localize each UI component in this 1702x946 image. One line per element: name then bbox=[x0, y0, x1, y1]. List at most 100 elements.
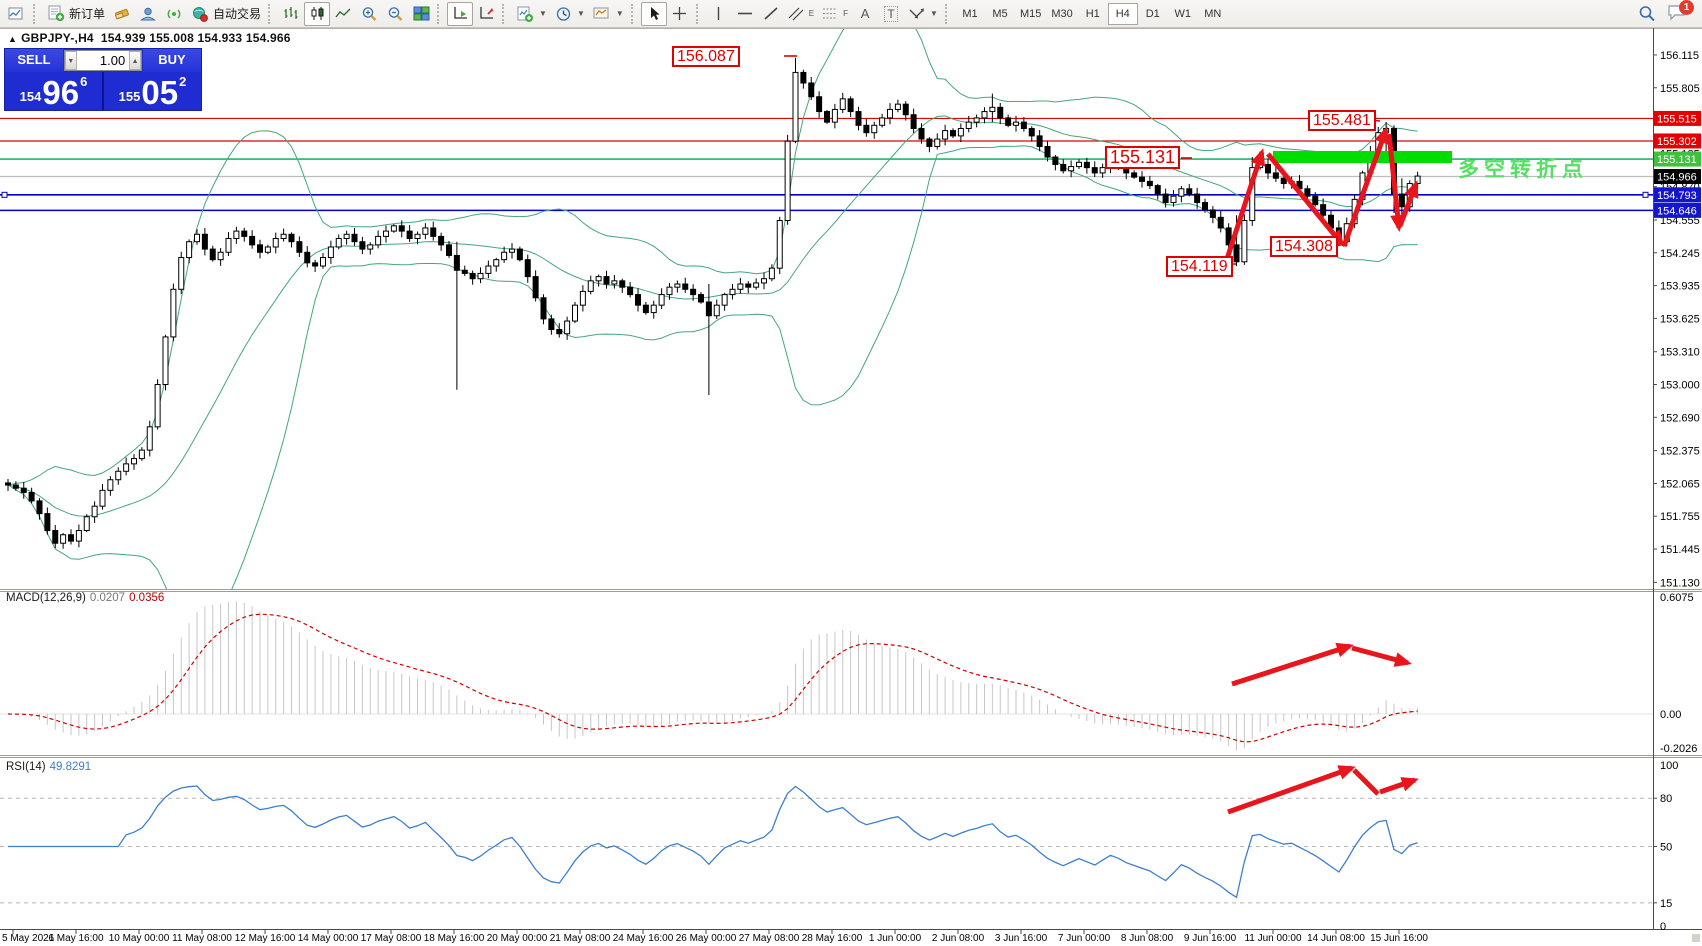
bar-chart-button[interactable] bbox=[278, 2, 304, 26]
toolbar-separator bbox=[268, 3, 275, 24]
text-button[interactable]: A bbox=[852, 2, 878, 26]
price-annotation[interactable]: 155.131 bbox=[1105, 146, 1181, 169]
symbol-period: GBPJPY-,H4 bbox=[21, 31, 94, 45]
svg-text:14 May 00:00: 14 May 00:00 bbox=[298, 933, 359, 944]
templates-button[interactable]: ▼ bbox=[589, 2, 628, 26]
trend-arrow bbox=[1397, 180, 1419, 227]
timeframe-d1[interactable]: D1 bbox=[1138, 3, 1168, 25]
price-annotation[interactable]: 154.308 bbox=[1270, 236, 1338, 257]
collapse-panel-toggle[interactable]: ▲ bbox=[8, 34, 18, 44]
volume-decrease-button[interactable]: ▼ bbox=[65, 51, 77, 70]
shapes-button[interactable]: ▼ bbox=[904, 2, 942, 26]
zoom-in-icon bbox=[362, 6, 376, 21]
indicators-button[interactable]: ▼ bbox=[512, 2, 551, 26]
svg-text:11 Jun 00:00: 11 Jun 00:00 bbox=[1244, 933, 1302, 944]
bid-point: 6 bbox=[80, 74, 88, 89]
line-chart-button[interactable] bbox=[330, 2, 356, 26]
svg-text:2 Jun 08:00: 2 Jun 08:00 bbox=[932, 933, 985, 944]
rsi-value: 49.8291 bbox=[49, 761, 92, 773]
vline-button[interactable] bbox=[706, 2, 732, 26]
macd-value-2: 0.0356 bbox=[129, 592, 165, 604]
auto-scroll-button[interactable] bbox=[447, 1, 474, 26]
shapes-icon bbox=[909, 8, 925, 19]
svg-text:0.6075: 0.6075 bbox=[1660, 592, 1694, 604]
candle-chart-icon bbox=[311, 7, 324, 20]
crosshair-icon bbox=[673, 7, 687, 20]
svg-text:14 Jun 08:00: 14 Jun 08:00 bbox=[1307, 933, 1365, 944]
search-button[interactable] bbox=[1634, 2, 1660, 26]
autotrade-button[interactable]: 自动交易 bbox=[187, 2, 265, 26]
clock-icon bbox=[556, 6, 571, 21]
svg-text:155.515: 155.515 bbox=[1657, 113, 1697, 125]
svg-text:152.375: 152.375 bbox=[1660, 446, 1700, 458]
timeframe-h4[interactable]: H4 bbox=[1107, 2, 1138, 25]
cursor-button[interactable] bbox=[640, 1, 667, 26]
ask-integer: 155 bbox=[118, 89, 141, 104]
dropdown-arrow-icon: ▼ bbox=[539, 9, 547, 18]
rsi-label: RSI(14) 49.8291 bbox=[6, 761, 91, 773]
volume-increase-button[interactable]: ▲ bbox=[129, 51, 141, 70]
trend-arrow bbox=[1352, 768, 1380, 796]
profile-button[interactable] bbox=[135, 2, 161, 26]
svg-text:152.065: 152.065 bbox=[1660, 478, 1700, 490]
bar-chart-icon bbox=[284, 7, 298, 19]
chat-button[interactable]: 1 bbox=[1666, 0, 1694, 26]
zoom-in-button[interactable] bbox=[356, 2, 382, 26]
svg-text:153.000: 153.000 bbox=[1660, 380, 1700, 392]
svg-text:20 May 00:00: 20 May 00:00 bbox=[487, 933, 548, 944]
dropdown-arrow-icon: ▼ bbox=[615, 9, 624, 18]
svg-text:1 Jun 00:00: 1 Jun 00:00 bbox=[869, 933, 922, 944]
chart-shift-icon bbox=[479, 7, 494, 19]
crosshair-button[interactable] bbox=[667, 2, 693, 26]
sell-button[interactable]: SELL bbox=[5, 49, 63, 72]
channel-button[interactable]: E bbox=[784, 2, 818, 26]
timeframe-w1[interactable]: W1 bbox=[1168, 3, 1198, 25]
bid-price[interactable]: 154 96 6 bbox=[5, 72, 104, 110]
hline-icon bbox=[737, 12, 752, 15]
timeframe-m5[interactable]: M5 bbox=[985, 3, 1015, 25]
candle-chart-button[interactable] bbox=[304, 1, 331, 26]
timeframe-m1[interactable]: M1 bbox=[955, 3, 985, 25]
signal-button[interactable] bbox=[161, 2, 187, 26]
svg-text:11 May 08:00: 11 May 08:00 bbox=[172, 933, 232, 944]
tile-windows-button[interactable] bbox=[408, 2, 434, 26]
autotrade-icon bbox=[193, 6, 208, 22]
ask-price[interactable]: 155 05 2 bbox=[104, 72, 201, 110]
dropdown-arrow-icon: ▼ bbox=[576, 9, 585, 18]
chart-note-text[interactable]: 多空转折点 bbox=[1458, 158, 1588, 181]
trend-arrow bbox=[1386, 133, 1406, 232]
chart-shift-button[interactable] bbox=[473, 2, 499, 26]
buy-button[interactable]: BUY bbox=[143, 49, 201, 72]
new-chart-button[interactable] bbox=[4, 2, 30, 26]
svg-text:9 Jun 16:00: 9 Jun 16:00 bbox=[1184, 933, 1237, 944]
timeframe-m30[interactable]: M30 bbox=[1046, 3, 1077, 25]
zoom-out-button[interactable] bbox=[382, 2, 408, 26]
new-order-button[interactable]: 新订单 bbox=[43, 2, 109, 26]
toolbar: 新订单 bbox=[0, 0, 1702, 28]
eraser-button[interactable] bbox=[109, 2, 135, 26]
volume-input[interactable] bbox=[76, 51, 130, 70]
svg-text:17 May 08:00: 17 May 08:00 bbox=[361, 933, 422, 944]
price-annotation[interactable]: 156.087 bbox=[672, 46, 740, 67]
macd-label: MACD(12,26,9) 0.0207 0.0356 bbox=[6, 592, 164, 604]
timeframe-h1[interactable]: H1 bbox=[1078, 3, 1108, 25]
timeframe-mn[interactable]: MN bbox=[1198, 3, 1228, 25]
fibonacci-button[interactable]: F bbox=[818, 2, 852, 26]
trend-arrow bbox=[1231, 642, 1354, 687]
chart-quote-line: ▲ GBPJPY-,H4 154.939 155.008 154.933 154.… bbox=[8, 31, 291, 45]
label-glyph: T bbox=[884, 5, 898, 22]
timeframe-m15[interactable]: M15 bbox=[1015, 3, 1046, 25]
profile-icon bbox=[140, 7, 156, 20]
hline-button[interactable] bbox=[732, 2, 758, 26]
svg-text:151.755: 151.755 bbox=[1660, 511, 1700, 523]
svg-text:100: 100 bbox=[1660, 760, 1678, 772]
ohlc-values: 154.939 155.008 154.933 154.966 bbox=[100, 31, 291, 45]
price-annotation[interactable]: 154.119 bbox=[1166, 256, 1233, 277]
price-annotation[interactable]: 155.481 bbox=[1308, 110, 1376, 131]
svg-text:7 Jun 00:00: 7 Jun 00:00 bbox=[1058, 933, 1111, 944]
trend-arrow bbox=[1223, 148, 1266, 263]
periods-button[interactable]: ▼ bbox=[551, 2, 589, 26]
text-label-button[interactable]: T bbox=[878, 2, 904, 26]
trendline-button[interactable] bbox=[758, 2, 784, 26]
